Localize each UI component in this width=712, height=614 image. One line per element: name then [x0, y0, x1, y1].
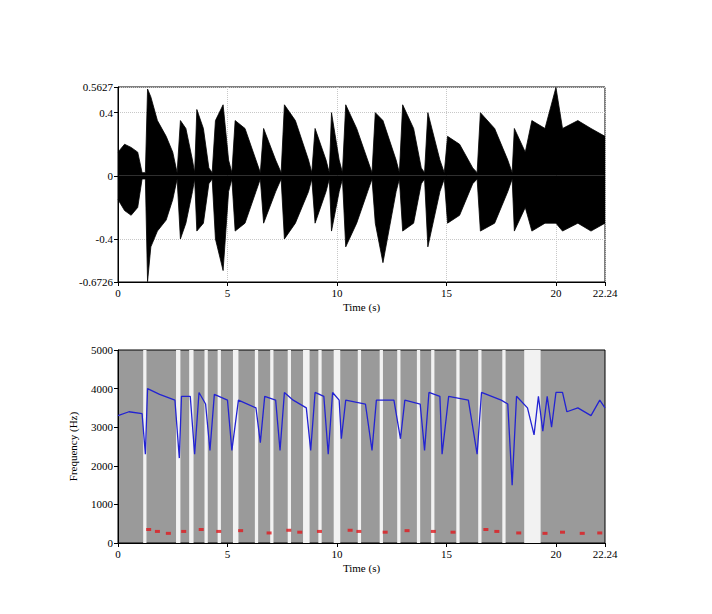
svg-text:20: 20: [550, 287, 562, 299]
svg-text:5000: 5000: [91, 344, 114, 356]
svg-text:5: 5: [225, 548, 231, 560]
svg-text:0: 0: [115, 287, 121, 299]
svg-text:10: 10: [331, 548, 343, 560]
svg-text:0: 0: [108, 170, 114, 182]
svg-text:1000: 1000: [91, 498, 114, 510]
svg-text:0.4: 0.4: [99, 107, 113, 119]
svg-text:10: 10: [331, 287, 343, 299]
svg-text:2000: 2000: [91, 460, 114, 472]
svg-text:0.5627: 0.5627: [83, 81, 114, 93]
svg-text:22.24: 22.24: [593, 548, 618, 560]
svg-text:15: 15: [441, 548, 453, 560]
svg-text:22.24: 22.24: [593, 287, 618, 299]
svg-text:Frequency (Hz): Frequency (Hz): [67, 412, 80, 482]
svg-text:20: 20: [550, 548, 562, 560]
svg-text:-0.6726: -0.6726: [79, 276, 113, 288]
svg-text:0: 0: [108, 537, 114, 549]
svg-text:0: 0: [115, 548, 121, 560]
svg-text:15: 15: [441, 287, 453, 299]
svg-text:Time (s): Time (s): [343, 301, 381, 314]
svg-text:4000: 4000: [91, 383, 114, 395]
svg-text:Time (s): Time (s): [343, 562, 381, 575]
svg-text:5: 5: [225, 287, 231, 299]
svg-text:3000: 3000: [91, 421, 114, 433]
svg-text:-0.4: -0.4: [96, 233, 114, 245]
